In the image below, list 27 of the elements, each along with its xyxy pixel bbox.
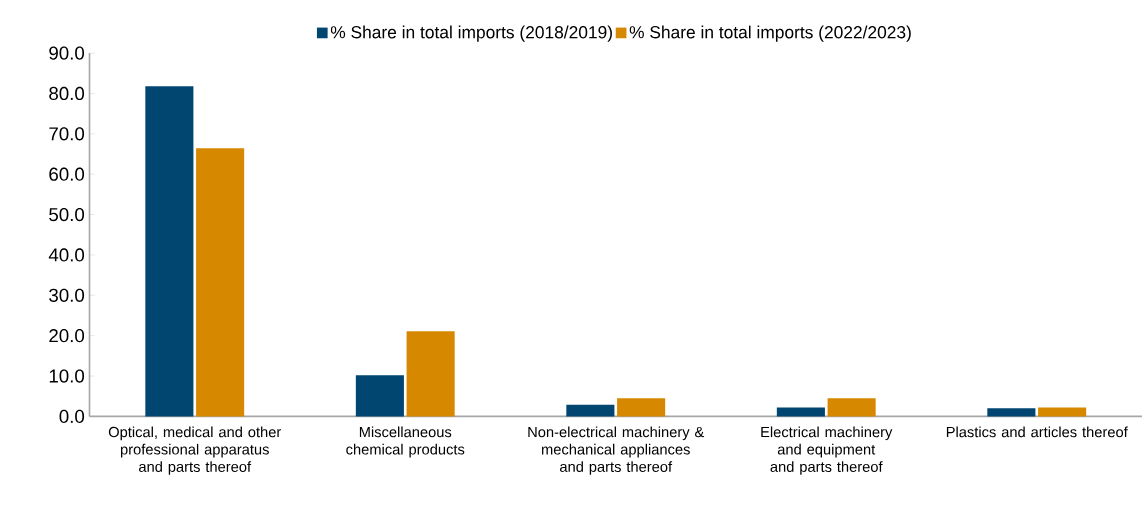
bar [1038,407,1087,417]
y-tick-label: 60.0 [49,167,85,182]
bar [987,408,1036,417]
y-tick-label: 30.0 [49,288,85,303]
legend-label: % Share in total imports (2018/2019) [330,25,612,43]
legend-label: % Share in total imports (2022/2023) [629,25,911,43]
y-tick-label: 70.0 [49,127,85,141]
x-tick-label: Miscellaneous chemical products [346,426,465,458]
x-tick-label: Plastics and articles thereof [946,426,1128,438]
bar [827,398,876,417]
x-tick-label: Optical, medical and other professional apparatus and parts thereof [108,426,282,476]
y-tick-label: 40.0 [48,248,85,262]
y-tick-label: 90.0 [49,46,85,60]
y-tick-label: 0.0 [59,409,85,424]
y-tick-label: 10.0 [49,369,85,383]
bar [776,407,825,417]
bar [566,404,615,417]
y-tick-label: 80.0 [49,87,85,101]
x-tick-label: Non-electrical machinery & mechanical appliances and parts thereof [528,426,705,476]
bar [617,398,666,417]
bar [196,148,245,417]
y-tick-label: 20.0 [49,329,85,343]
bar [145,86,194,417]
y-tick-label: 50.0 [49,208,85,222]
x-tick-label: Electrical machinery and equipment and parts thereof [761,426,893,476]
bar [406,331,455,417]
bar [355,375,404,417]
